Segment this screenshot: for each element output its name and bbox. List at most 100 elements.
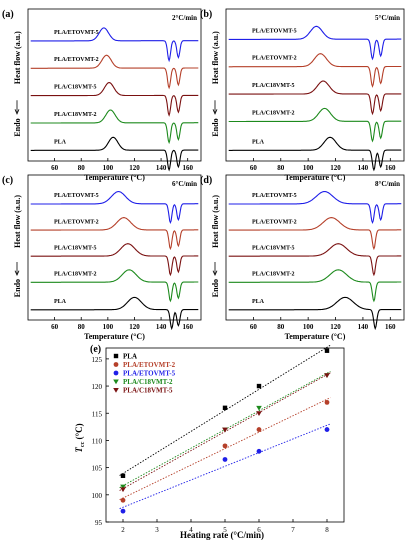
dsc-curve	[30, 190, 199, 225]
dsc-panels: (a) 2°C/min 60 80 100 120 140 160 Temperature (°…	[2, 8, 405, 341]
x-axis-label: Temperature (°C)	[285, 332, 346, 341]
dsc-panel-b: (b) 5°C/min 60 80 100 120 140 160 Temperature (°…	[200, 8, 405, 182]
curve-label: PLA/ETOVMT-5	[252, 193, 297, 199]
curve-label: PLA/ETOVMT-5	[54, 193, 99, 199]
dsc-curve	[30, 109, 199, 145]
x-tick-label: 140	[358, 164, 369, 172]
data-point	[256, 427, 262, 432]
x-tick-label: 60	[51, 323, 59, 331]
data-point	[222, 457, 228, 462]
dsc-curve	[30, 296, 199, 331]
fit-line	[119, 423, 331, 510]
data-point	[256, 405, 262, 411]
endo-arrow-head	[212, 270, 218, 277]
dsc-curve	[228, 296, 402, 331]
dsc-curve	[228, 136, 402, 172]
curve-label: PLA/C18VMT-2	[252, 272, 294, 278]
dsc-curve	[228, 53, 402, 88]
x-tick-label: 160	[182, 164, 193, 172]
data-point	[222, 405, 228, 411]
dsc-curve	[228, 80, 402, 116]
x-tick-label: 100	[103, 164, 114, 172]
data-point	[113, 362, 119, 367]
x-tick-label: 2	[121, 526, 125, 534]
dsc-curve	[228, 243, 402, 277]
x-tick-label: 5	[223, 526, 227, 534]
fit-line	[119, 344, 331, 476]
panel-e-scatter: (e) Heating rate (°C/min) Tcc (°C) 2 3 4 5 6…	[74, 344, 345, 540]
y-axis-label: Heat flow (a.u.)	[211, 31, 220, 84]
x-axis-label: Temperature (°C)	[84, 332, 145, 341]
panel-tag: (a)	[2, 9, 14, 20]
data-point	[256, 383, 262, 389]
y-tick-label: 115	[92, 410, 103, 418]
x-tick-label: 60	[51, 164, 59, 172]
x-tick-label: 120	[129, 323, 140, 331]
curve-label: PLA/ETOVMT-2	[252, 56, 297, 62]
endo-label: Endo	[211, 279, 220, 297]
x-tick-label: 140	[156, 164, 167, 172]
y-axis-label: Heat flow (a.u.)	[13, 195, 22, 248]
y-tick-label: 105	[92, 465, 103, 473]
legend-label: PLA/ETOVMT-5	[123, 370, 176, 378]
dsc-panel-c: (c) 6°C/min 60 80 100 120 140 160 Temperature (°…	[2, 174, 202, 341]
dsc-curve	[30, 243, 199, 277]
x-tick-label: 160	[385, 323, 396, 331]
y-tick-label: 100	[92, 492, 103, 500]
data-point	[120, 487, 126, 493]
legend-label: PLA/ETOVMT-2	[123, 361, 176, 369]
curve-label: PLA/C18VMT-2	[252, 110, 294, 116]
dsc-curve	[228, 107, 402, 143]
data-point	[113, 388, 119, 393]
x-tick-label: 7	[291, 526, 295, 534]
data-point	[120, 497, 126, 503]
x-axis-label: Temperature (°C)	[285, 173, 346, 182]
data-point	[222, 427, 228, 433]
curve-label: PLA/C18VMT-5	[54, 85, 96, 91]
curve-label: PLA/ETOVMT-2	[54, 57, 99, 63]
endo-label: Endo	[13, 118, 22, 136]
plot-frame	[27, 8, 202, 162]
x-tick-label: 4	[189, 526, 193, 534]
x-tick-label: 120	[129, 164, 140, 172]
legend-label: PLA/C18VMT-5	[123, 387, 173, 395]
dsc-curve	[30, 54, 199, 90]
panel-e-ylabel: Tcc (°C)	[74, 423, 86, 452]
panel-tag: (d)	[200, 175, 212, 186]
heating-rate-label: 8°C/min	[375, 180, 400, 188]
legend-label: PLA/C18VMT-2	[123, 378, 173, 386]
curve-label: PLA	[252, 299, 265, 305]
data-point	[324, 348, 330, 353]
dsc-panel-d: (d) 8°C/min 60 80 100 120 140 160 Temperature (°…	[200, 174, 405, 341]
data-point	[120, 473, 126, 478]
y-tick-label: 110	[92, 437, 103, 445]
data-point	[113, 370, 119, 376]
x-tick-label: 160	[182, 323, 193, 331]
endo-arrow-head	[14, 270, 20, 277]
curve-label: PLA	[252, 139, 265, 145]
curve-label: PLA	[54, 139, 67, 145]
panel-e-tag: (e)	[90, 344, 101, 355]
endo-label: Endo	[211, 118, 220, 136]
curve-label: PLA/C18VMT-2	[54, 112, 96, 118]
x-tick-label: 80	[78, 323, 86, 331]
curve-label: PLA/ETOVMT-2	[252, 219, 297, 225]
curve-label: PLA/ETOVMT-2	[54, 219, 99, 225]
x-tick-label: 160	[385, 164, 396, 172]
x-tick-label: 60	[250, 323, 258, 331]
dsc-curve	[30, 82, 199, 117]
data-point	[120, 508, 126, 514]
x-tick-label: 60	[250, 164, 258, 172]
curve-label: PLA/C18VMT-2	[54, 272, 96, 278]
legend-label: PLA	[123, 353, 137, 361]
curve-label: PLA/C18VMT-5	[54, 245, 96, 251]
dsc-curve	[228, 25, 402, 61]
x-tick-label: 8	[325, 526, 329, 534]
plot-frame	[27, 174, 202, 321]
dsc-panel-a: (a) 2°C/min 60 80 100 120 140 160 Temperature (°…	[2, 8, 202, 182]
curve-label: PLA/C18VMT-5	[252, 83, 294, 89]
data-point	[324, 373, 330, 378]
endo-arrow-head	[14, 109, 20, 115]
y-tick-label: 120	[92, 383, 103, 391]
